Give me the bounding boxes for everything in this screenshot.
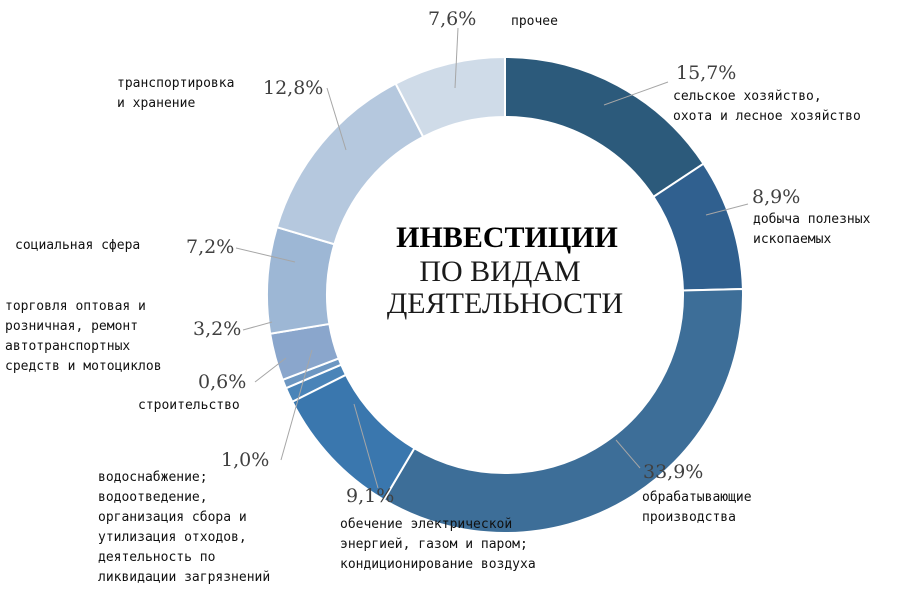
donut-slices bbox=[266, 55, 744, 534]
slice-category-label-line: деятельность по bbox=[98, 550, 215, 565]
slice-category-label-line: кондиционирование воздуха bbox=[340, 557, 536, 572]
slice-category-label-line: средств и мотоциклов bbox=[5, 359, 162, 374]
slice-category-label-line: охота и лесное хозяйство bbox=[673, 109, 861, 124]
slice-category-label-1: сельское хозяйство, охота и лесное хозяйс… bbox=[673, 89, 861, 124]
slice-category-label-8: социальная сфера bbox=[15, 238, 140, 253]
slice-category-label-line: розничная, ремонт bbox=[5, 319, 138, 334]
slice-value-label-10: 7,6% bbox=[428, 8, 476, 30]
slice-category-label-line: и хранение bbox=[117, 96, 195, 111]
slice-category-label-4: обечение электрической энергией, газом и … bbox=[340, 517, 536, 572]
slice-category-label-9: транспортировка и хранение bbox=[117, 76, 234, 111]
slice-category-label-line: торговля оптовая и bbox=[5, 299, 146, 314]
slice-category-label-line: производства bbox=[642, 510, 736, 525]
donut-slice-3 bbox=[382, 287, 744, 534]
leader-line-6 bbox=[254, 357, 287, 383]
slice-category-label-line: автотранспортных bbox=[5, 339, 130, 354]
slice-category-label-10: прочее bbox=[511, 14, 558, 29]
chart-title-line-1: ИНВЕСТИЦИИ bbox=[396, 221, 618, 254]
chart-title-line-3: ДЕЯТЕЛЬНОСТИ bbox=[387, 287, 623, 320]
slice-value-label-9: 12,8% bbox=[263, 77, 323, 99]
slice-category-label-line: прочее bbox=[511, 14, 558, 29]
slice-category-label-6: строительство bbox=[138, 398, 240, 413]
slice-category-label-line: ископаемых bbox=[753, 232, 831, 247]
leader-line-5 bbox=[280, 349, 313, 461]
slice-category-label-line: обрабатывающие bbox=[642, 490, 752, 505]
slice-value-label-2: 8,9% bbox=[752, 186, 800, 208]
donut-slice-1 bbox=[504, 55, 705, 199]
slice-labels: 15,7% сельское хозяйство, охота и лесное х… bbox=[5, 8, 871, 585]
slice-category-label-line: водоснабжение; bbox=[98, 470, 208, 485]
slice-category-label-line: обечение электрической bbox=[340, 517, 512, 532]
leader-line-9 bbox=[326, 87, 347, 151]
slice-value-label-8: 7,2% bbox=[186, 236, 234, 258]
leader-line-1 bbox=[603, 81, 669, 106]
slice-value-label-4: 9,1% bbox=[346, 485, 394, 507]
leader-line-8 bbox=[235, 247, 296, 263]
slice-value-label-6: 0,6% bbox=[198, 371, 246, 393]
chart-title-line-2: ПО ВИДАМ bbox=[419, 255, 580, 288]
slice-category-label-2: добыча полезных ископаемых bbox=[753, 212, 871, 247]
leader-line-10 bbox=[454, 27, 459, 89]
donut-slice-10 bbox=[394, 55, 506, 139]
leader-line-2 bbox=[705, 203, 749, 216]
slice-category-label-3: обрабатывающие производства bbox=[642, 490, 752, 525]
slice-category-label-line: сельское хозяйство, bbox=[673, 89, 822, 104]
slice-category-label-line: социальная сфера bbox=[15, 238, 140, 253]
slice-category-label-line: ликвидации загрязнений bbox=[98, 570, 270, 585]
slice-category-label-line: строительство bbox=[138, 398, 240, 413]
leader-line-3 bbox=[615, 439, 641, 469]
slice-value-label-3: 33,9% bbox=[643, 461, 703, 483]
slice-category-label-line: организация сбора и bbox=[98, 510, 247, 525]
slice-category-label-line: энергией, газом и паром; bbox=[340, 537, 528, 552]
leader-line-4 bbox=[353, 403, 379, 489]
slice-value-label-7: 3,2% bbox=[193, 318, 241, 340]
slice-value-label-1: 15,7% bbox=[676, 62, 736, 84]
leader-line-7 bbox=[242, 321, 273, 331]
slice-category-label-line: водоотведение, bbox=[98, 490, 208, 505]
slice-category-label-5: водоснабжение; водоотведение, организация … bbox=[98, 470, 270, 585]
slice-value-label-5: 1,0% bbox=[221, 449, 269, 471]
slice-category-label-line: добыча полезных bbox=[753, 212, 871, 227]
donut-slice-8 bbox=[266, 225, 336, 335]
slice-category-label-line: транспортировка bbox=[117, 76, 234, 91]
slice-category-label-7: торговля оптовая и розничная, ремонт автот… bbox=[5, 299, 162, 374]
slice-category-label-line: утилизация отходов, bbox=[98, 530, 247, 545]
leader-lines bbox=[235, 27, 749, 489]
